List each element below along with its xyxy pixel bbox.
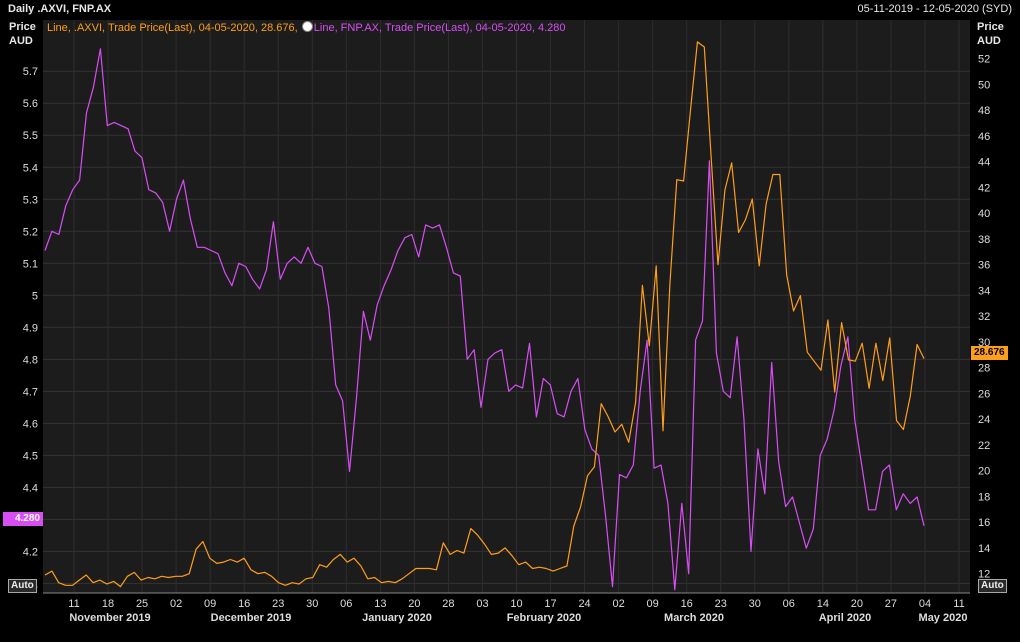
- month-label: April 2020: [819, 612, 872, 624]
- right-tick-label: 26: [978, 388, 990, 400]
- x-tick-label: 20: [408, 598, 420, 610]
- month-label: March 2020: [664, 612, 724, 624]
- right-tick-label: 28: [978, 363, 990, 375]
- month-label: November 2019: [69, 612, 150, 624]
- x-tick-label: 02: [612, 598, 624, 610]
- x-tick-label: 11: [953, 598, 964, 610]
- left-axis-title: Price AUD: [9, 20, 36, 48]
- right-tick-label: 14: [978, 543, 990, 555]
- x-tick-label: 24: [578, 598, 590, 610]
- x-tick-label: 06: [783, 598, 795, 610]
- x-tick-label: 14: [817, 598, 829, 610]
- left-tick-label: 5.7: [23, 66, 38, 78]
- right-tick-label: 44: [978, 157, 990, 169]
- chart-title: Daily .AXVI, FNP.AX: [8, 3, 112, 15]
- x-tick-label: 04: [919, 598, 931, 610]
- right-axis-currency-label: AUD: [977, 35, 1001, 47]
- date-range: 05-11-2019 - 12-05-2020 (SYD): [857, 3, 1013, 15]
- left-tick-label: 4.9: [23, 322, 38, 334]
- right-tick-label: 24: [978, 414, 990, 426]
- right-axis-ticks: 52 50 48 46 44 42 40 38 36 34 32 30 28 26 24 22 20 18 16 14…: [978, 54, 990, 581]
- x-tick-label: 11: [68, 598, 79, 610]
- fnp-last-value-tag: 4.280: [3, 512, 43, 526]
- right-tick-label: 40: [978, 208, 990, 220]
- legend-fnp: Line, FNP.AX, Trade Price(Last), 04-05-2…: [313, 22, 566, 34]
- right-tick-label: 20: [978, 466, 990, 478]
- x-axis-ticks: 11 18 25 02 09 16 23 30 06 13 20 28 03 10 17 24 02 09 16 23…: [68, 598, 967, 624]
- x-tick-label: 06: [340, 598, 352, 610]
- series-line-axvi[interactable]: [44, 41, 925, 588]
- gridlines: [43, 20, 970, 593]
- right-tick-label: 22: [978, 440, 990, 452]
- auto-scale-right-button[interactable]: Auto: [978, 579, 1007, 593]
- right-tick-label: 36: [978, 260, 990, 272]
- x-tick-label: 23: [715, 598, 727, 610]
- x-tick-label: 28: [442, 598, 454, 610]
- left-tick-label: 4.4: [23, 482, 38, 494]
- left-tick-label: 5.6: [23, 98, 38, 110]
- left-tick-label: 4.7: [23, 386, 38, 398]
- x-tick-label: 16: [238, 598, 250, 610]
- month-label: May 2020: [919, 612, 968, 624]
- x-tick-label: 09: [204, 598, 216, 610]
- clock-icon[interactable]: [301, 21, 313, 32]
- x-tick-label: 03: [476, 598, 488, 610]
- right-axis-title: Price AUD: [977, 20, 1004, 48]
- auto-scale-left-button[interactable]: Auto: [8, 579, 37, 593]
- x-tick-label: 17: [544, 598, 556, 610]
- right-tick-label: 46: [978, 131, 990, 143]
- right-tick-label: 30: [978, 337, 990, 349]
- left-tick-label: 4.2: [23, 546, 38, 558]
- left-tick-label: 5.2: [23, 226, 38, 238]
- right-tick-label: 32: [978, 311, 990, 323]
- x-tick-label: 23: [272, 598, 284, 610]
- x-tick-label: 09: [647, 598, 659, 610]
- x-tick-label: 10: [510, 598, 522, 610]
- left-tick-label: 5.5: [23, 130, 38, 142]
- right-tick-label: 42: [978, 182, 990, 194]
- left-tick-label: 4.6: [23, 418, 38, 430]
- x-tick-label: 30: [306, 598, 318, 610]
- legend: Line, .AXVI, Trade Price(Last), 04-05-20…: [47, 21, 565, 34]
- legend-axvi: Line, .AXVI, Trade Price(Last), 04-05-20…: [47, 22, 298, 34]
- x-tick-label: 13: [374, 598, 386, 610]
- series-line-fnpax[interactable]: [44, 48, 925, 591]
- left-tick-label: 5: [32, 290, 38, 302]
- x-tick-label: 25: [136, 598, 148, 610]
- right-tick-label: 18: [978, 491, 990, 503]
- x-tick-label: 16: [681, 598, 693, 610]
- month-label: January 2020: [362, 612, 432, 624]
- x-tick-label: 18: [102, 598, 114, 610]
- left-tick-label: 4.5: [23, 450, 38, 462]
- plot-area: [43, 20, 970, 593]
- right-tick-label: 12: [978, 569, 990, 581]
- x-tick-label: 20: [851, 598, 863, 610]
- left-tick-label: 5.3: [23, 194, 38, 206]
- month-label: December 2019: [211, 612, 292, 624]
- left-tick-label: 4.8: [23, 354, 38, 366]
- right-tick-label: 34: [978, 285, 990, 297]
- series-lines: [44, 41, 925, 591]
- right-tick-label: 16: [978, 517, 990, 529]
- right-tick-label: 38: [978, 234, 990, 246]
- right-axis-price-label: Price: [977, 21, 1004, 33]
- left-tick-label: 5.1: [23, 258, 38, 270]
- right-tick-label: 50: [978, 79, 990, 91]
- x-tick-label: 02: [170, 598, 182, 610]
- left-axis-price-label: Price: [9, 21, 36, 33]
- right-tick-label: 48: [978, 105, 990, 117]
- month-label: February 2020: [507, 612, 582, 624]
- x-tick-label: 30: [749, 598, 761, 610]
- right-tick-label: 52: [978, 54, 990, 66]
- left-tick-label: 5.4: [23, 162, 38, 174]
- left-axis-currency-label: AUD: [9, 35, 33, 47]
- x-tick-label: 27: [885, 598, 897, 610]
- axvi-last-value-tag: 28.676: [971, 346, 1008, 360]
